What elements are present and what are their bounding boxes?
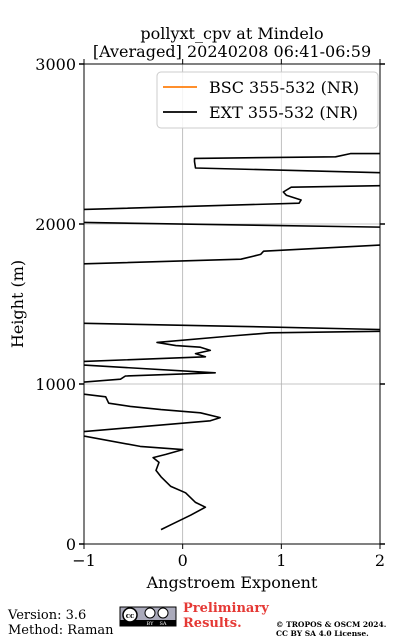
badge-by: BY (147, 621, 155, 627)
copyright: © TROPOS & OSCM 2024. (276, 620, 386, 629)
svg-text:cc: cc (126, 611, 135, 620)
chart-title: pollyxt_cpv at Mindelo (140, 24, 323, 43)
x-tick-label: 1 (276, 551, 286, 570)
cc-badge: cc BY SA (119, 606, 177, 627)
method: Method: Raman (8, 623, 114, 638)
y-tick-label: 1000 (35, 375, 76, 394)
legend-label: EXT 355-532 (NR) (209, 103, 358, 122)
y-tick-label: 0 (66, 535, 76, 554)
version: Version: 3.6 (7, 608, 86, 623)
y-tick-label: 3000 (35, 55, 76, 74)
y-tick-label: 2000 (35, 215, 76, 234)
plot-lines (84, 152, 380, 531)
legend-box (156, 71, 379, 129)
y-axis-label: Height (m) (8, 260, 27, 348)
license: CC BY SA 4.0 License. (276, 629, 369, 638)
legend-label: BSC 355-532 (NR) (209, 78, 359, 97)
grid (83, 63, 381, 545)
notice-box: Preliminary Results. (183, 601, 269, 631)
legend: BSC 355-532 (NR) EXT 355-532 (NR) (163, 78, 359, 122)
badge-sa: SA (159, 621, 166, 627)
profile-line (84, 152, 380, 531)
x-tick-label: −1 (72, 551, 96, 570)
x-tick-label: 2 (375, 551, 385, 570)
chart-subtitle: [Averaged] 20240208 06:41-06:59 (93, 42, 371, 61)
plot-frame (83, 63, 381, 545)
preliminary-notice: Preliminary Results. (183, 601, 269, 631)
x-tick-label: 0 (178, 551, 188, 570)
x-axis-label: Angstroem Exponent (146, 573, 318, 592)
